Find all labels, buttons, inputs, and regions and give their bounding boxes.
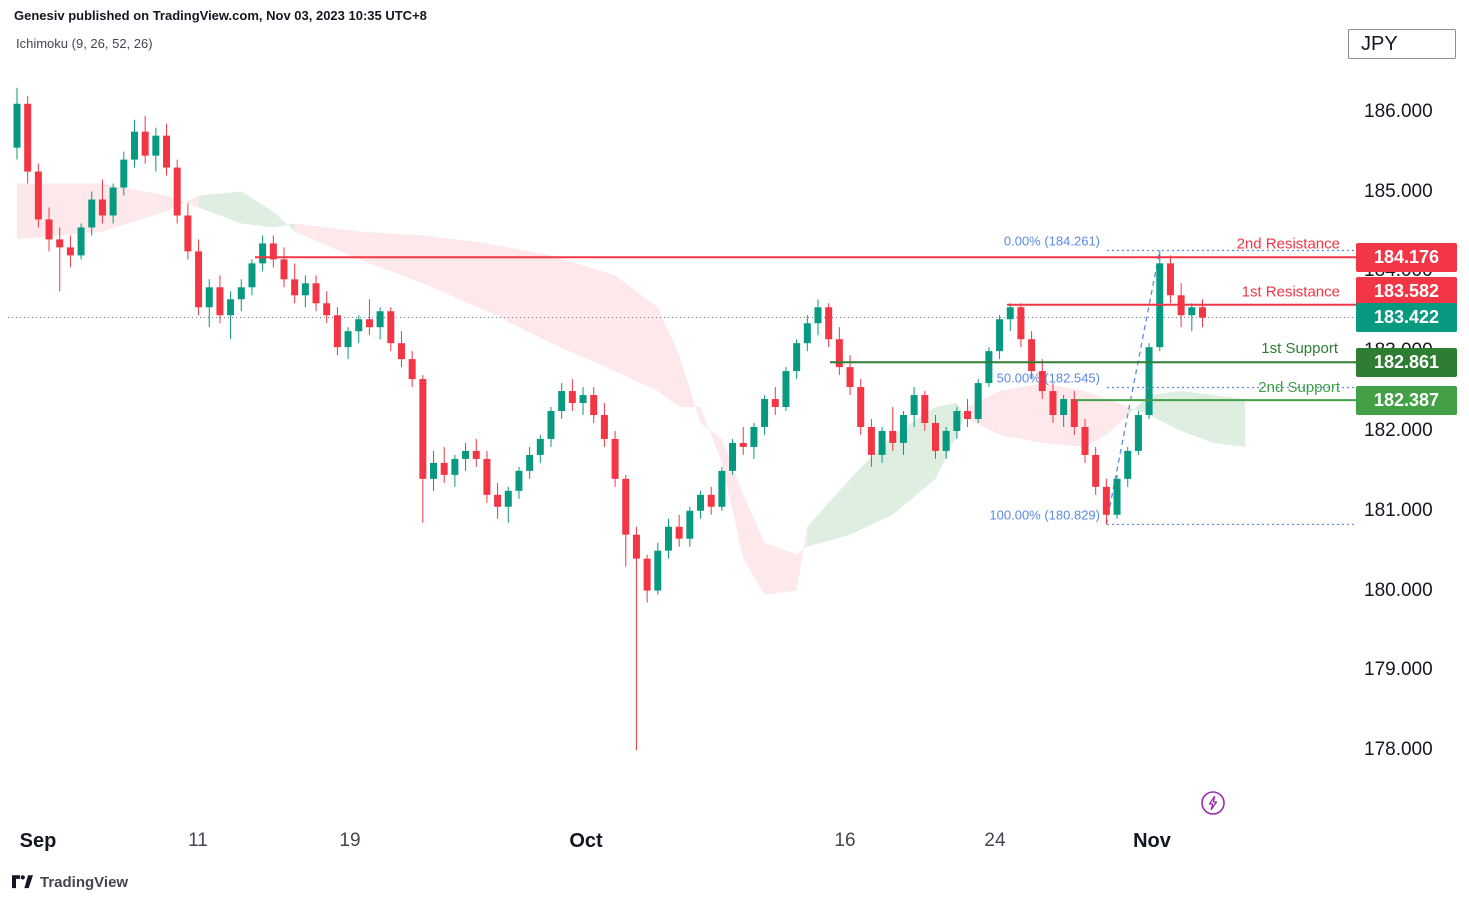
annotation-second-resistance[interactable]: 2nd Resistance — [1237, 235, 1340, 252]
time-tick: 11 — [188, 830, 208, 851]
time-tick: 16 — [834, 830, 856, 851]
fib-level-label-0: 0.00% (184.261) — [1004, 234, 1100, 249]
price-tick: 181.000 — [1364, 499, 1433, 521]
price-tick: 185.000 — [1364, 180, 1433, 202]
footer-brand-row: TradingView — [12, 872, 128, 892]
annotation-first-resistance[interactable]: 1st Resistance — [1242, 283, 1340, 300]
price-label-badge: 183.582 — [1356, 277, 1457, 307]
time-tick: Oct — [569, 830, 603, 852]
ichimoku-cloud — [17, 183, 1246, 595]
symbol-badge[interactable]: JPY — [1348, 29, 1456, 59]
price-label-badge: 182.861 — [1356, 347, 1457, 377]
tradingview-brand-text: TradingView — [40, 873, 129, 891]
price-label-badge: 184.176 — [1356, 242, 1457, 272]
candlestick-chart[interactable]: 0.00% (184.261) 50.00% (182.545) 100.00% (… — [0, 0, 1356, 822]
fib-level-label-2: 100.00% (180.829) — [989, 507, 1100, 522]
fib-level-label-1: 50.00% (182.545) — [997, 370, 1100, 385]
price-axis[interactable]: 186.000185.000184.000183.000182.000181.0… — [1356, 0, 1469, 820]
price-tick: 182.000 — [1364, 419, 1433, 441]
annotation-first-support[interactable]: 1st Support — [1261, 340, 1339, 357]
time-tick: Sep — [19, 830, 57, 852]
flash-events-icon[interactable] — [1200, 790, 1226, 816]
price-label-badge: 182.387 — [1356, 385, 1457, 415]
time-tick: 19 — [339, 830, 361, 851]
time-tick: 24 — [984, 830, 1006, 851]
price-tick: 180.000 — [1364, 579, 1433, 601]
tradingview-logo-icon — [12, 872, 33, 892]
attribution-text: Genesiv published on TradingView.com, No… — [14, 8, 427, 23]
time-tick: Nov — [1133, 830, 1171, 852]
price-tick: 179.000 — [1364, 659, 1433, 681]
price-label-badge: 183.422 — [1356, 302, 1457, 332]
indicator-legend[interactable]: Ichimoku (9, 26, 52, 26) — [16, 36, 153, 51]
candles — [13, 87, 1206, 751]
price-tick: 186.000 — [1364, 100, 1433, 122]
price-tick: 178.000 — [1364, 739, 1433, 761]
annotation-second-support[interactable]: 2nd Support — [1258, 379, 1341, 396]
time-axis[interactable]: Sep 11 19 Oct 16 24 Nov — [0, 822, 1356, 880]
